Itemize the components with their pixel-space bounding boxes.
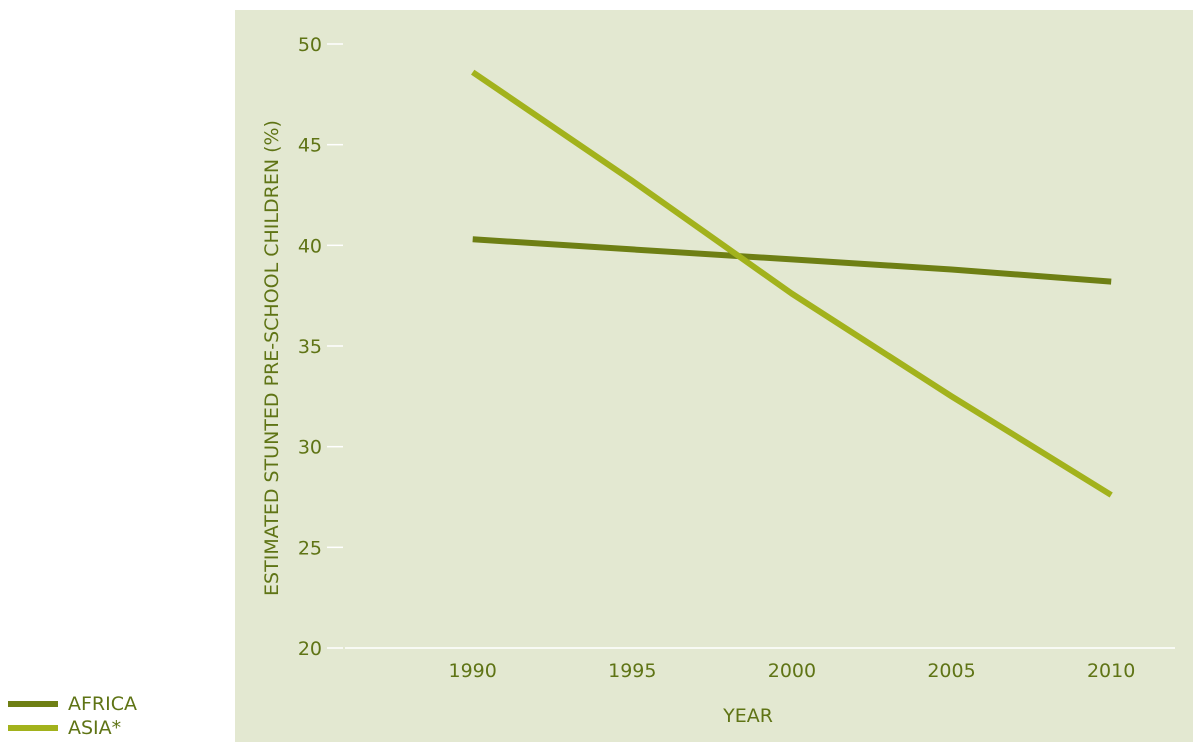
x-tick-label-2005: 2005	[927, 660, 975, 682]
legend-item-africa: AFRICA	[8, 692, 137, 716]
legend-swatch-africa	[8, 701, 58, 707]
y-tick-label-20: 20	[298, 638, 322, 660]
y-tick-label-35: 35	[298, 336, 322, 358]
y-tick-label-45: 45	[298, 135, 322, 157]
series-line-africa	[472, 236, 1112, 285]
x-tick-label-2000: 2000	[768, 660, 816, 682]
y-axis-title: ESTIMATED STUNTED PRE-SCHOOL CHILDREN (%…	[261, 120, 283, 596]
x-tick-label-1990: 1990	[449, 660, 497, 682]
legend-swatch-asia	[8, 725, 58, 731]
x-tick-label-2010: 2010	[1087, 660, 1135, 682]
x-tick-label-1995: 1995	[608, 660, 656, 682]
x-axis-title: YEAR	[722, 705, 773, 727]
legend-item-asia: ASIA*	[8, 716, 137, 740]
y-tick-label-50: 50	[298, 34, 322, 56]
y-tick-label-40: 40	[298, 235, 322, 257]
y-tick-label-30: 30	[298, 437, 322, 459]
legend: AFRICA ASIA*	[8, 692, 137, 740]
legend-label-asia: ASIA*	[68, 717, 122, 739]
series-layer	[471, 69, 1113, 498]
axes: 20 25 30 35 40 45 50 1990 1995 2000 2005 2010	[298, 34, 1175, 682]
plot-background	[235, 10, 1193, 742]
legend-label-africa: AFRICA	[68, 693, 137, 715]
series-line-asia	[471, 69, 1113, 498]
y-tick-label-25: 25	[298, 537, 322, 559]
